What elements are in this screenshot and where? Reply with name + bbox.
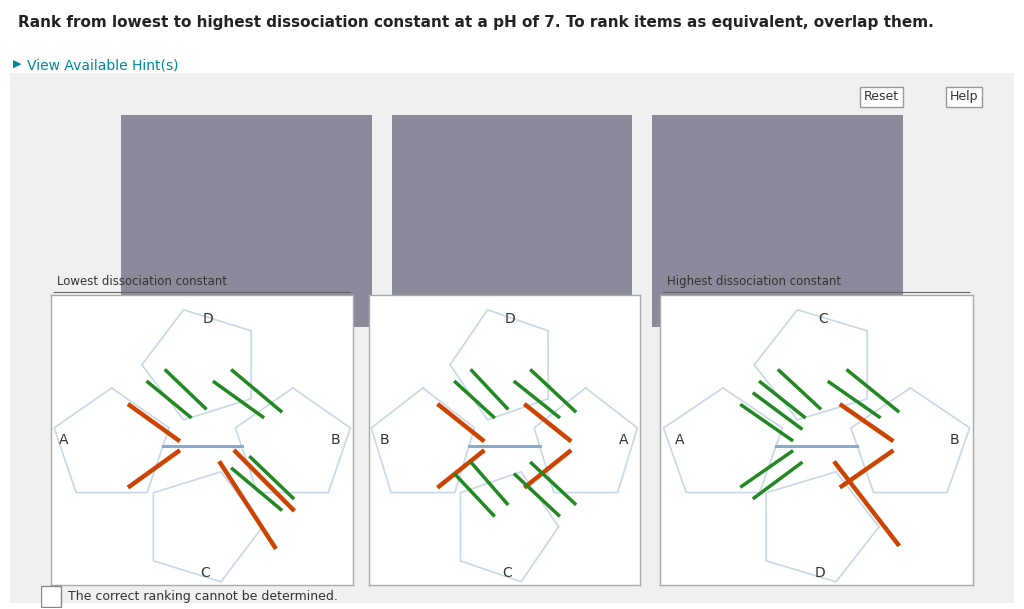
Text: D: D — [814, 566, 825, 580]
Bar — [41, 586, 60, 607]
Text: Help: Help — [949, 90, 978, 104]
Text: A: A — [618, 433, 629, 447]
FancyBboxPatch shape — [5, 71, 1019, 605]
Text: Reset: Reset — [863, 90, 899, 104]
Text: C: C — [201, 566, 210, 580]
Text: The correct ranking cannot be determined.: The correct ranking cannot be determined… — [68, 590, 338, 604]
Text: D: D — [505, 312, 515, 325]
Text: Lowest dissociation constant: Lowest dissociation constant — [57, 275, 227, 288]
Text: C: C — [502, 566, 512, 580]
Bar — [391, 116, 633, 328]
Text: B: B — [949, 433, 958, 447]
Text: C: C — [818, 312, 827, 325]
Text: B: B — [380, 433, 390, 447]
Bar — [121, 116, 372, 328]
Text: Rank from lowest to highest dissociation constant at a pH of 7. To rank items as: Rank from lowest to highest dissociation… — [18, 15, 934, 30]
Text: View Available Hint(s): View Available Hint(s) — [27, 58, 178, 72]
Text: A: A — [58, 433, 68, 447]
Text: A: A — [675, 433, 684, 447]
Text: D: D — [203, 312, 214, 325]
Text: Highest dissociation constant: Highest dissociation constant — [667, 275, 841, 288]
Bar — [652, 116, 903, 328]
Text: B: B — [331, 433, 340, 447]
Text: ▶: ▶ — [13, 58, 22, 68]
